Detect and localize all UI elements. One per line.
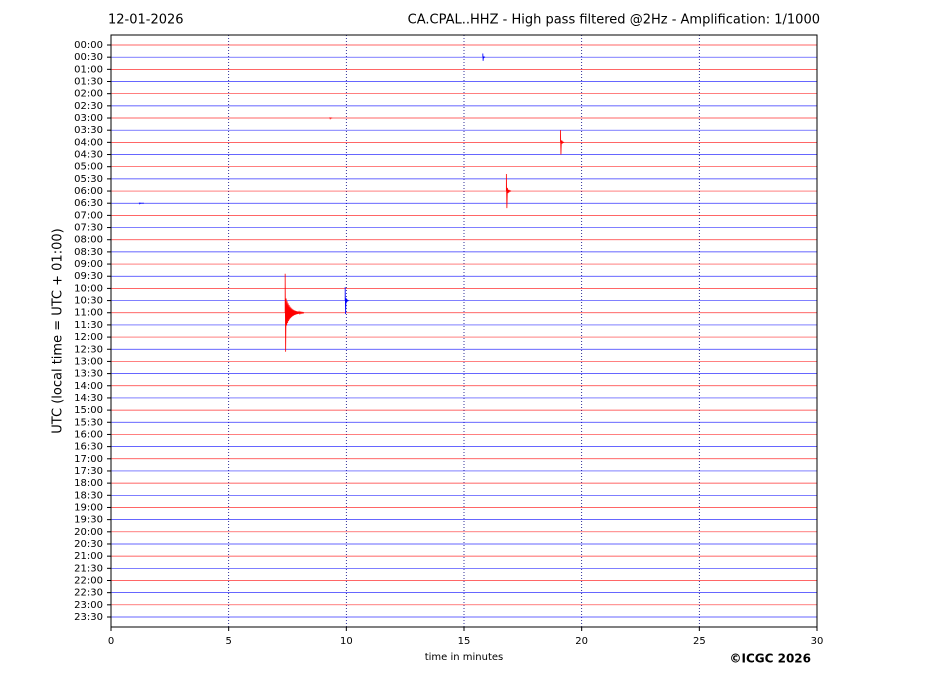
seismic-event [344,287,349,314]
seismic-event [284,273,305,352]
x-axis-label: time in minutes [425,652,504,663]
date-title: 12-01-2026 [108,13,184,28]
x-tick-label: 25 [693,636,706,647]
y-tick-label: 03:30 [74,125,103,136]
y-tick-label: 10:30 [74,296,103,307]
y-tick-label: 00:30 [74,52,103,63]
y-tick-label: 16:30 [74,442,103,453]
seismic-event [505,173,512,209]
y-tick-label: 11:30 [74,320,103,331]
y-tick-label: 09:00 [74,259,103,270]
y-tick-label: 10:00 [74,283,103,294]
y-tick-label: 06:00 [74,186,103,197]
y-tick-label: 07:30 [74,223,103,234]
plot-area [111,35,817,627]
y-tick-label: 19:00 [74,502,103,513]
seismic-event [560,130,565,155]
seismic-event [482,53,486,61]
y-tick-label: 20:30 [74,539,103,550]
y-tick-label: 11:00 [74,308,103,319]
y-tick-label: 19:30 [74,515,103,526]
x-tick-label: 0 [108,636,114,647]
y-tick-label: 12:30 [74,344,103,355]
credit: ©ICGC 2026 [729,652,811,666]
x-tick-label: 5 [225,636,231,647]
y-tick-label: 01:00 [74,64,103,75]
y-tick-label: 05:30 [74,174,103,185]
y-tick-label: 04:30 [74,150,103,161]
y-tick-label: 15:30 [74,417,103,428]
y-tick-label: 21:00 [74,551,103,562]
y-tick-label: 21:30 [74,563,103,574]
y-axis-label: UTC (local time = UTC + 01:00) [51,228,66,433]
y-tick-label: 17:00 [74,454,103,465]
x-tick-label: 30 [811,636,824,647]
y-tick-label: 18:00 [74,478,103,489]
y-tick-label: 05:00 [74,162,103,173]
y-tick-label: 00:00 [74,40,103,51]
x-tick-label: 10 [340,636,353,647]
y-tick-label: 02:30 [74,101,103,112]
y-tick-label: 03:00 [74,113,103,124]
y-tick-label: 18:30 [74,490,103,501]
y-tick-label: 16:00 [74,429,103,440]
y-tick-label: 20:00 [74,527,103,538]
y-tick-label: 23:30 [74,612,103,623]
y-tick-label: 06:30 [74,198,103,209]
y-tick-label: 09:30 [74,271,103,282]
seismic-event [329,117,333,120]
y-tick-label: 14:00 [74,381,103,392]
y-tick-label: 23:00 [74,600,103,611]
x-tick-label: 15 [458,636,471,647]
y-tick-label: 08:30 [74,247,103,258]
seismic-event [138,202,144,205]
y-tick-label: 14:30 [74,393,103,404]
y-tick-label: 13:30 [74,369,103,380]
y-tick-label: 07:00 [74,210,103,221]
y-tick-label: 22:30 [74,588,103,599]
y-tick-label: 15:00 [74,405,103,416]
y-tick-label: 01:30 [74,77,103,88]
y-tick-label: 22:00 [74,575,103,586]
y-tick-label: 04:00 [74,137,103,148]
y-tick-label: 02:00 [74,89,103,100]
x-tick-label: 20 [575,636,588,647]
y-tick-label: 13:00 [74,356,103,367]
y-tick-label: 12:00 [74,332,103,343]
y-tick-label: 17:30 [74,466,103,477]
y-tick-label: 08:00 [74,235,103,246]
chart-title: CA.CPAL..HHZ - High pass filtered @2Hz -… [408,13,820,28]
